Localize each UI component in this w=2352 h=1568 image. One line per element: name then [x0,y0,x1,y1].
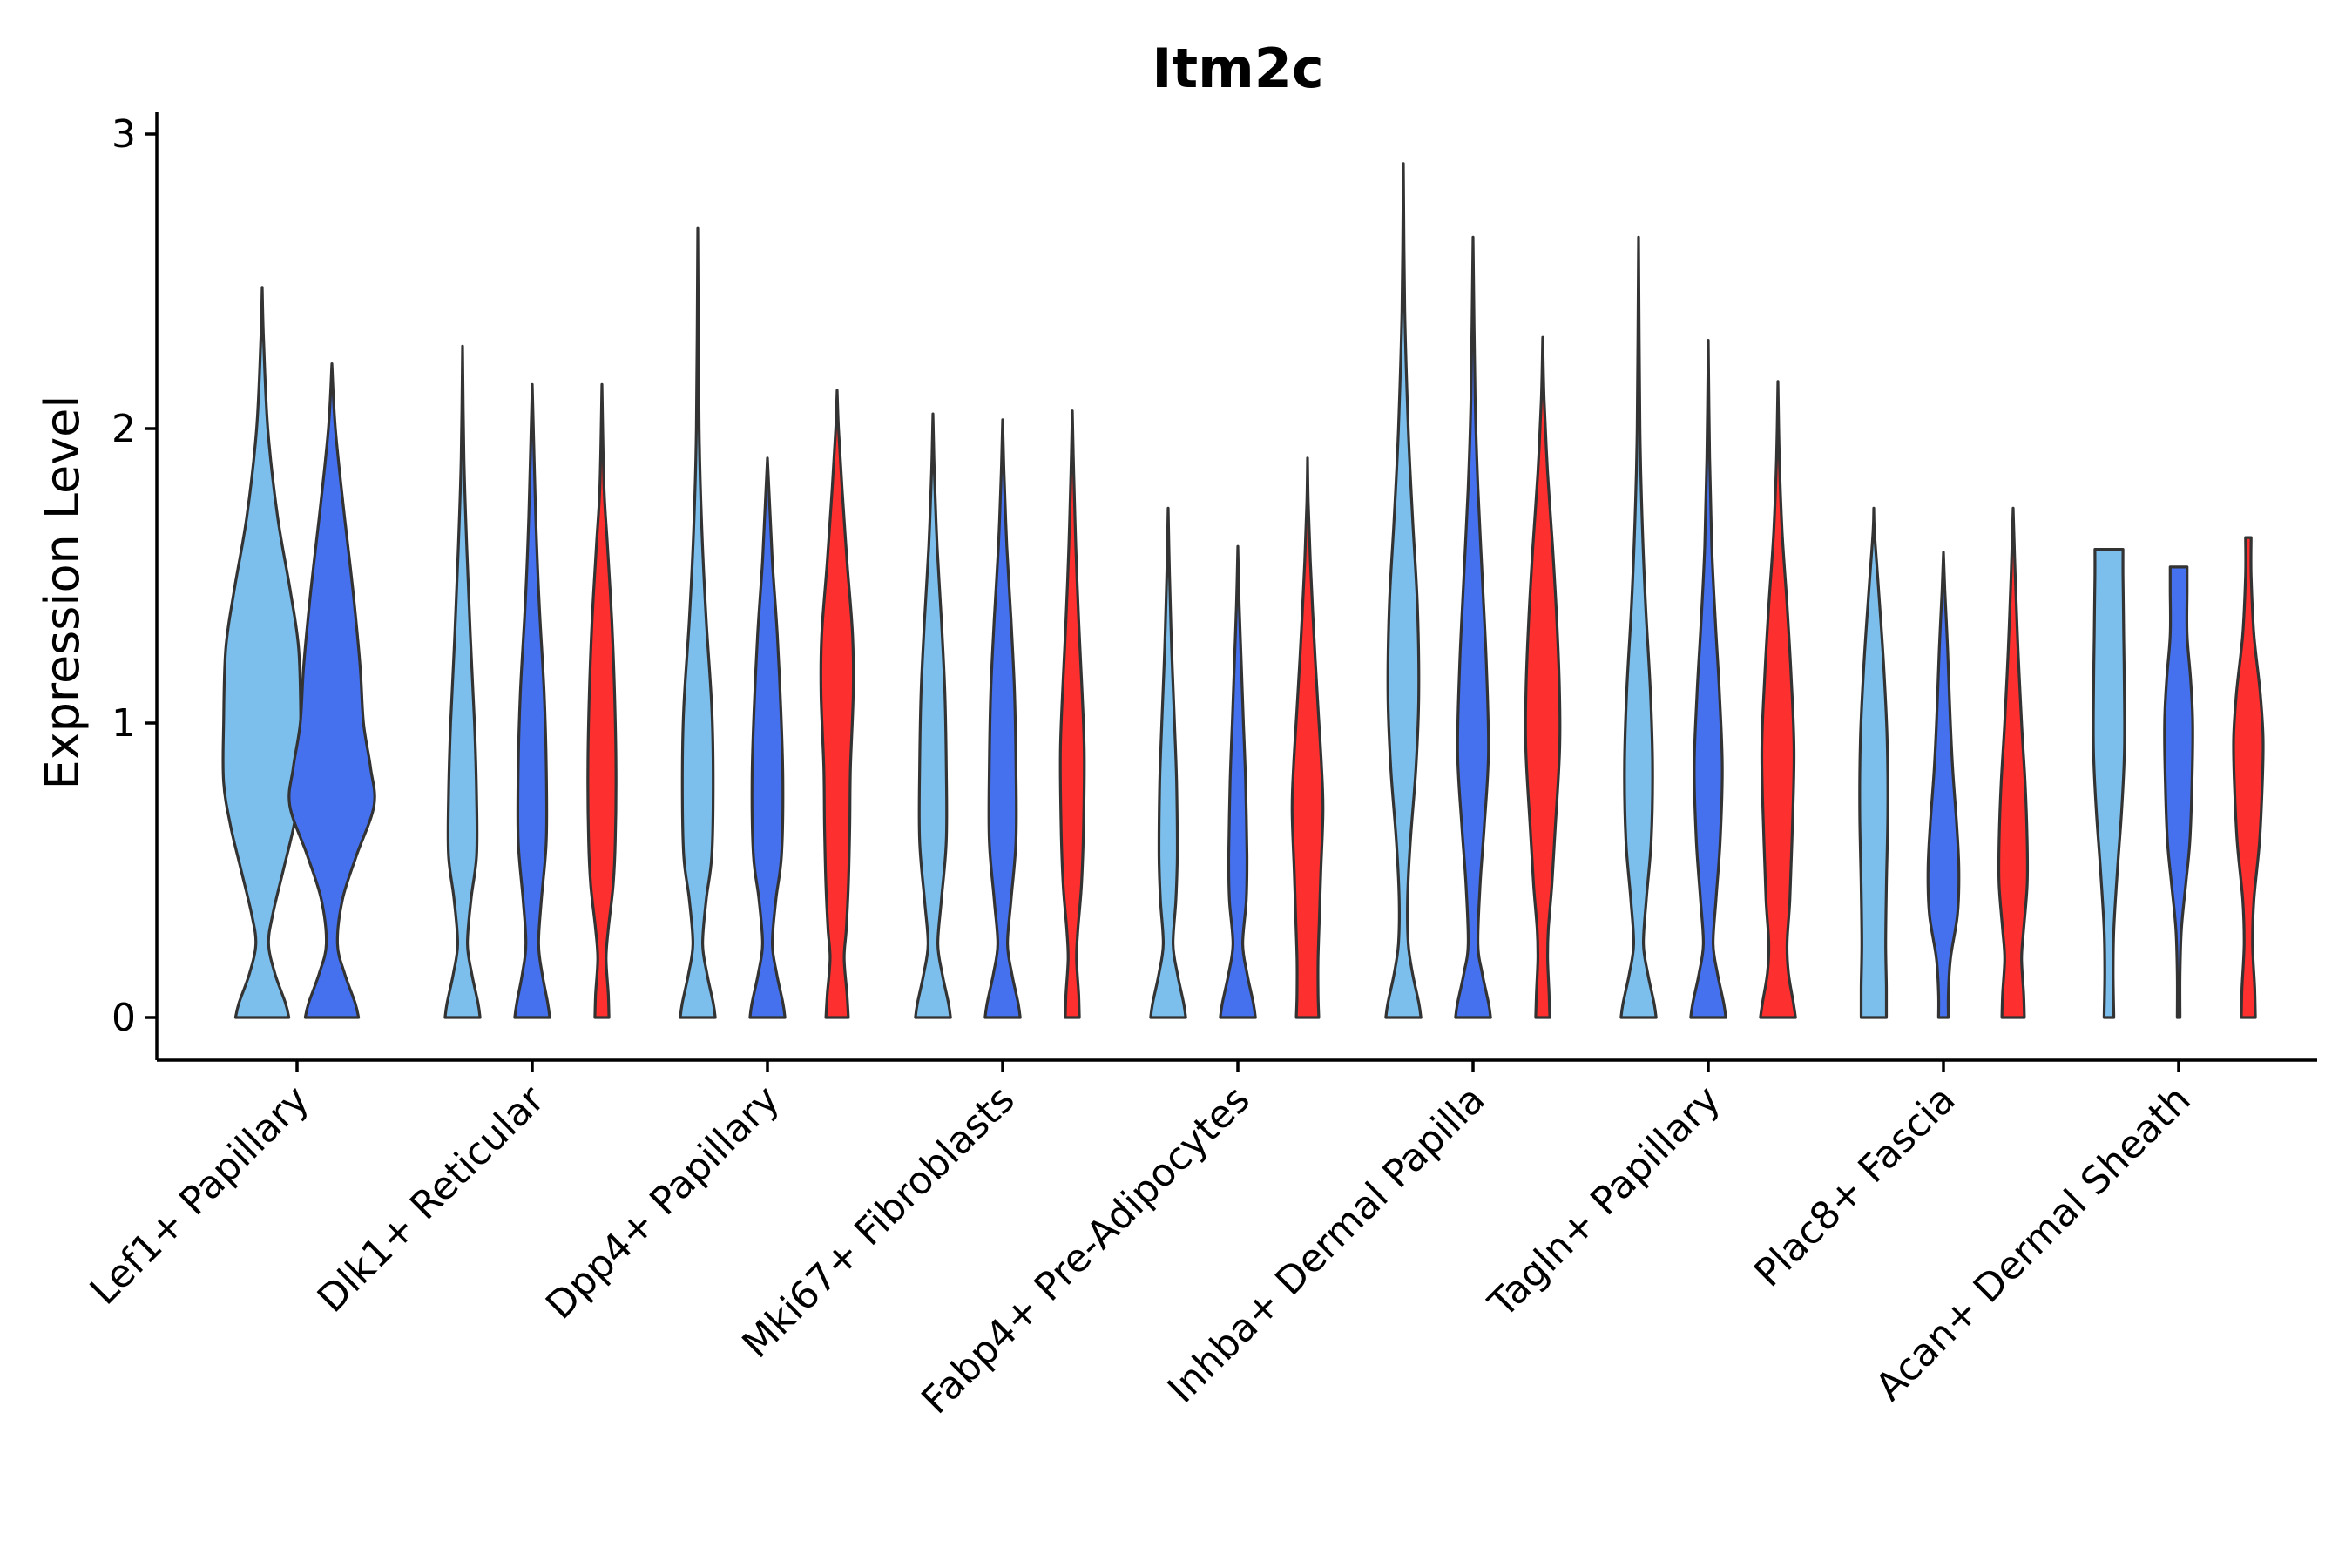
violin-9-2 [2163,565,2194,1019]
violin-4-3 [1058,409,1086,1019]
x-tick-label: Lef1+ Papillary [82,1078,318,1314]
violin-3-3 [819,389,855,1019]
violin-6-1 [1384,162,1423,1019]
violin-series [221,162,2265,1019]
y-tick-label: 1 [112,701,136,746]
violin-8-2 [1926,551,1961,1019]
violin-1-1 [221,286,303,1019]
violin-3-1 [679,226,717,1019]
violin-2-3 [586,382,618,1019]
violin-7-2 [1689,339,1727,1019]
violin-2-2 [513,382,551,1019]
violin-5-1 [1149,506,1187,1019]
violin-7-3 [1759,380,1797,1019]
violin-6-2 [1454,235,1492,1019]
violin-8-3 [1997,506,2030,1019]
violin-5-3 [1290,456,1325,1019]
chart-title: Itm2c [1152,37,1323,100]
x-tick-label: Plac8+ Fascia [1746,1078,1964,1296]
x-tick-label: Dlk1+ Reticular [309,1077,554,1321]
violin-4-2 [983,418,1022,1019]
violin-7-1 [1619,235,1658,1019]
violin-5-2 [1219,544,1257,1019]
violin-6-3 [1524,335,1562,1019]
x-tick-label: Tagln+ Papillary [1480,1078,1729,1327]
y-tick-label: 3 [112,112,136,157]
y-axis-label: Expression Level [35,395,90,790]
violin-2-1 [443,344,482,1019]
violin-3-2 [748,456,787,1019]
x-tick-label: Dpp4+ Papillary [537,1078,788,1328]
violin-9-3 [2232,536,2265,1019]
violin-9-1 [2092,548,2126,1019]
y-tick-label: 2 [112,407,136,451]
violin-8-1 [1858,506,1889,1019]
violin-4-1 [914,412,952,1019]
violin-1-2 [287,362,376,1019]
y-tick-label: 0 [112,996,136,1040]
